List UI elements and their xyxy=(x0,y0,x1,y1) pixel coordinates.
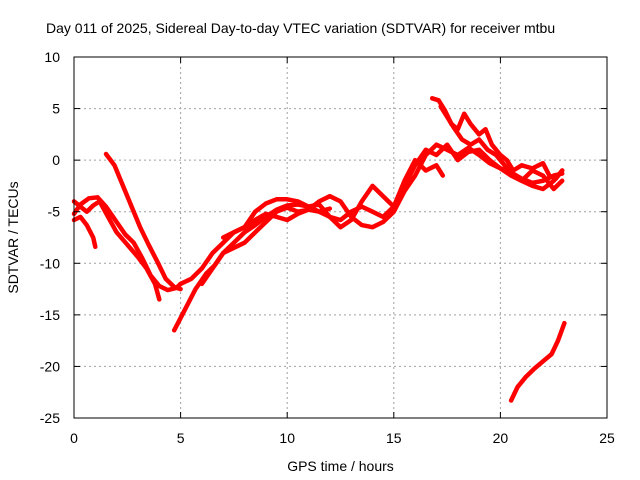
x-tick-label: 20 xyxy=(493,430,509,446)
y-tick-label: 5 xyxy=(52,101,60,117)
y-tick-label: -5 xyxy=(48,204,61,220)
series-line-track-10 xyxy=(438,104,565,192)
x-tick-label: 5 xyxy=(177,430,185,446)
series-line-track-8 xyxy=(220,157,446,240)
x-tick-label: 10 xyxy=(279,430,295,446)
series-line-track-1 xyxy=(71,195,183,293)
plot-frame xyxy=(73,56,608,419)
x-axis-label: GPS time / hours xyxy=(287,458,394,474)
series-line-track-7 xyxy=(199,142,565,287)
data-series xyxy=(71,96,567,403)
x-tick-label: 0 xyxy=(70,430,78,446)
axis-ticks: 0 5 10 15 20 25 10 5 0 -5 -10 -15 -20 -25 xyxy=(40,49,615,446)
series-line-track-11 xyxy=(508,320,567,403)
y-tick-label: -25 xyxy=(40,410,60,426)
series-line-track-2 xyxy=(71,199,162,302)
x-tick-label: 25 xyxy=(599,430,615,446)
chart-title: Day 011 of 2025, Sidereal Day-to-day VTE… xyxy=(46,20,555,36)
y-tick-label: 0 xyxy=(52,152,60,168)
y-tick-label: 10 xyxy=(44,49,60,65)
series-line-track-4 xyxy=(103,151,183,292)
y-axis-label: SDTVAR / TECUs xyxy=(5,181,21,293)
y-tick-label: -20 xyxy=(40,358,60,374)
y-tick-label: -15 xyxy=(40,307,60,323)
x-tick-label: 15 xyxy=(386,430,402,446)
series-line-track-3 xyxy=(71,214,98,250)
y-tick-label: -10 xyxy=(40,255,60,271)
grid-lines xyxy=(74,57,607,418)
